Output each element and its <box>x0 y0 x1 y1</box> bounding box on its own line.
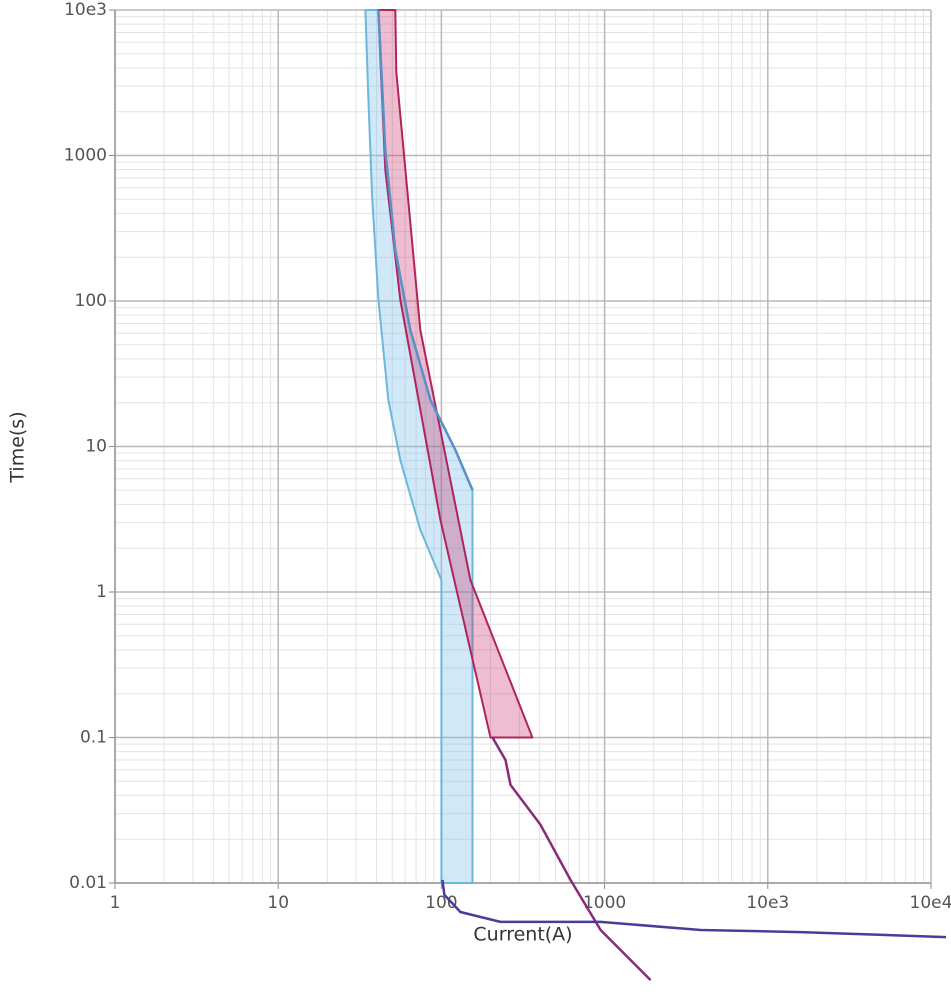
y-tick-label: 0.01 <box>69 873 107 893</box>
curve <box>491 736 652 981</box>
x-tick-label: 10e4 <box>910 893 951 913</box>
y-tick-label: 10e3 <box>64 0 107 20</box>
x-tick-label: 10 <box>267 893 289 913</box>
curve <box>377 9 474 491</box>
x-tick-label: 1000 <box>583 893 626 913</box>
x-axis-label: Current(A) <box>473 924 572 946</box>
y-tick-label: 10 <box>85 437 107 457</box>
y-tick-label: 1000 <box>64 146 107 166</box>
y-tick-label: 100 <box>75 291 107 311</box>
y-axis-label: Time(s) <box>7 411 29 483</box>
x-tick-label: 10e3 <box>746 893 789 913</box>
x-tick-label: 100 <box>425 893 457 913</box>
y-tick-label: 0.1 <box>80 728 107 748</box>
x-tick-label: 1 <box>110 893 121 913</box>
curve <box>441 879 947 939</box>
y-tick-label: 1 <box>96 582 107 602</box>
